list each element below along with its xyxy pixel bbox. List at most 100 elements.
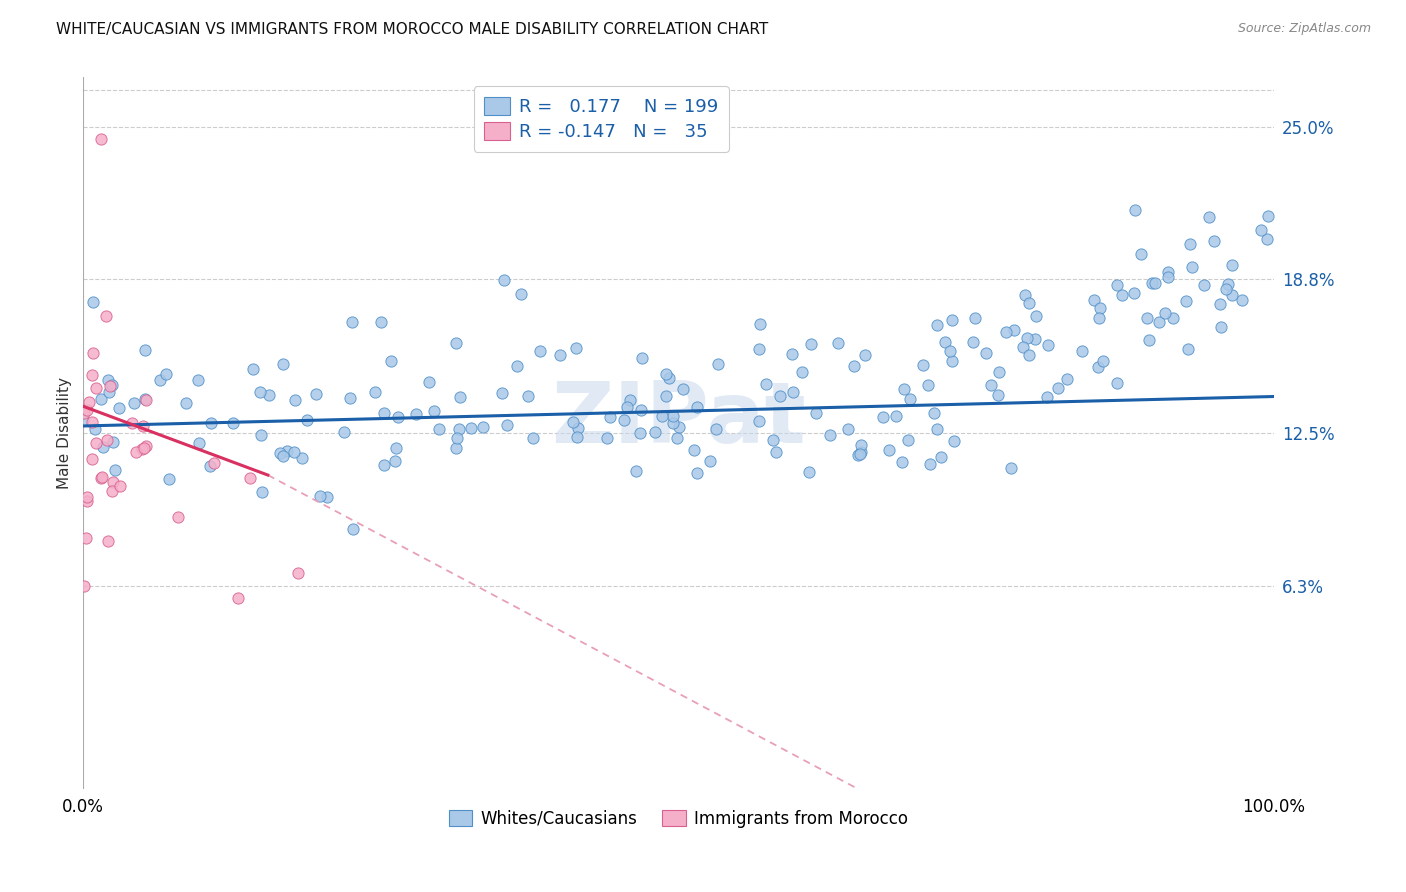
Point bbox=[202, 457, 225, 471]
Point bbox=[655, 389, 678, 403]
Point bbox=[842, 359, 865, 373]
Point bbox=[110, 479, 132, 493]
Point bbox=[100, 378, 122, 392]
Point bbox=[1123, 286, 1146, 301]
Point bbox=[792, 365, 814, 379]
Point bbox=[1204, 234, 1226, 248]
Point bbox=[962, 335, 984, 350]
Point bbox=[101, 484, 124, 499]
Point bbox=[1178, 236, 1201, 251]
Point bbox=[748, 342, 770, 356]
Point bbox=[509, 286, 531, 301]
Point bbox=[97, 373, 120, 387]
Point bbox=[276, 443, 298, 458]
Point bbox=[550, 348, 572, 362]
Point bbox=[827, 336, 849, 351]
Point bbox=[1056, 372, 1078, 386]
Point bbox=[943, 434, 966, 449]
Point bbox=[135, 393, 157, 408]
Point bbox=[699, 454, 721, 468]
Point bbox=[1129, 247, 1152, 261]
Point bbox=[82, 346, 104, 360]
Point bbox=[994, 325, 1017, 339]
Point bbox=[98, 378, 121, 392]
Point bbox=[427, 422, 450, 436]
Point bbox=[384, 441, 406, 455]
Point bbox=[755, 377, 778, 392]
Point bbox=[1215, 282, 1237, 296]
Point bbox=[96, 433, 118, 447]
Point bbox=[837, 422, 859, 436]
Point bbox=[491, 386, 513, 401]
Point bbox=[630, 403, 652, 417]
Point bbox=[1230, 293, 1253, 307]
Point bbox=[1256, 232, 1278, 246]
Point bbox=[782, 347, 804, 361]
Point bbox=[613, 412, 636, 426]
Point bbox=[1105, 376, 1128, 390]
Point bbox=[884, 409, 907, 423]
Text: WHITE/CAUCASIAN VS IMMIGRANTS FROM MOROCCO MALE DISABILITY CORRELATION CHART: WHITE/CAUCASIAN VS IMMIGRANTS FROM MOROC… bbox=[56, 22, 769, 37]
Point bbox=[931, 450, 953, 464]
Point bbox=[101, 475, 124, 489]
Point bbox=[1002, 322, 1025, 336]
Point bbox=[939, 344, 962, 359]
Point bbox=[872, 410, 894, 425]
Point bbox=[269, 446, 291, 460]
Point bbox=[1088, 311, 1111, 326]
Point bbox=[927, 421, 949, 435]
Point bbox=[1083, 293, 1105, 308]
Point bbox=[762, 433, 785, 447]
Point bbox=[769, 388, 792, 402]
Point bbox=[131, 442, 153, 456]
Point bbox=[941, 313, 963, 327]
Point bbox=[749, 317, 772, 331]
Point bbox=[672, 383, 695, 397]
Point bbox=[506, 359, 529, 373]
Point bbox=[90, 132, 112, 146]
Point bbox=[222, 417, 245, 431]
Point bbox=[308, 489, 330, 503]
Point bbox=[628, 425, 651, 440]
Point bbox=[91, 440, 114, 454]
Point bbox=[1018, 348, 1040, 362]
Point bbox=[707, 357, 730, 371]
Point bbox=[90, 392, 112, 406]
Point bbox=[1090, 301, 1112, 315]
Point bbox=[76, 494, 98, 508]
Point bbox=[818, 428, 841, 442]
Point bbox=[987, 387, 1010, 401]
Point bbox=[561, 415, 583, 429]
Point bbox=[446, 431, 468, 445]
Point bbox=[339, 392, 361, 406]
Point bbox=[1257, 210, 1279, 224]
Point bbox=[250, 427, 273, 442]
Point bbox=[897, 433, 920, 447]
Point bbox=[1105, 277, 1128, 292]
Legend: Whites/Caucasians, Immigrants from Morocco: Whites/Caucasians, Immigrants from Moroc… bbox=[443, 803, 915, 834]
Point bbox=[599, 410, 621, 425]
Point bbox=[132, 418, 155, 433]
Point bbox=[84, 422, 107, 436]
Point bbox=[447, 422, 470, 436]
Point bbox=[77, 394, 100, 409]
Point bbox=[644, 425, 666, 439]
Point bbox=[1111, 288, 1133, 302]
Point bbox=[630, 351, 652, 366]
Point bbox=[98, 385, 121, 400]
Point bbox=[333, 425, 356, 439]
Point bbox=[418, 375, 440, 389]
Point bbox=[963, 310, 986, 325]
Point bbox=[96, 309, 118, 323]
Point bbox=[529, 344, 551, 359]
Point bbox=[188, 435, 211, 450]
Point bbox=[373, 458, 395, 472]
Point bbox=[1250, 223, 1272, 237]
Point bbox=[662, 417, 685, 431]
Point bbox=[291, 451, 314, 466]
Point bbox=[1014, 288, 1036, 302]
Point bbox=[1147, 316, 1170, 330]
Point bbox=[1092, 354, 1115, 368]
Point bbox=[155, 367, 177, 381]
Point bbox=[797, 465, 820, 479]
